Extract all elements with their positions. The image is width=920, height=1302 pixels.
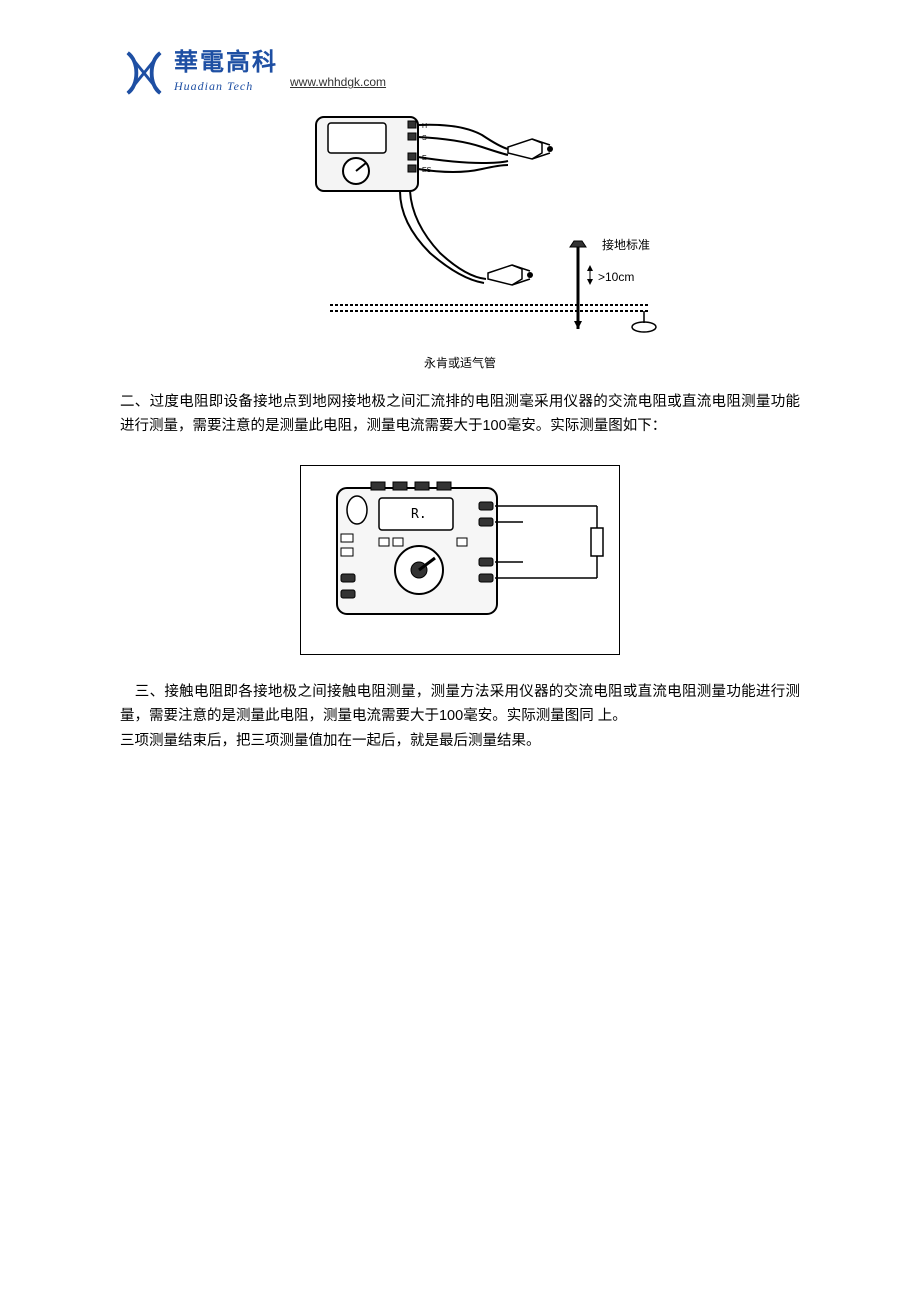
diagram-1-container: H S E ES — [120, 113, 800, 374]
paragraph-2: 三、接触电阻即各接地极之间接触电阻测量，测量方法采用仪器的交流电阻或直流电阻测量… — [120, 680, 800, 729]
diagram1-annotation-standard: 接地标准 — [602, 235, 650, 255]
diagram-2: R. — [300, 465, 620, 655]
logo-en-text: Huadian Tech — [174, 76, 278, 96]
logo-cn-text: 華電高科 — [174, 50, 278, 76]
logo-text: 華電高科 Huadian Tech — [174, 50, 278, 97]
page-header: 華電高科 Huadian Tech www.whhdgk.com — [120, 50, 800, 97]
site-url-link[interactable]: www.whhdgk.com — [290, 72, 386, 92]
paragraph-3: 三项测量结束后，把三项测量值加在一起后，就是最后测量结果。 — [120, 729, 800, 754]
svg-text:R.: R. — [411, 507, 427, 522]
diagram1-caption: 永肯或适气管 — [120, 353, 800, 373]
paragraph-1: 二、过度电阻即设备接地点到地网接地极之间汇流排的电阻测毫采用仪器的交流电阻或直流… — [120, 390, 800, 439]
diagram-2-container: R. — [120, 465, 800, 664]
svg-text:S: S — [422, 135, 427, 142]
diagram-1: H S E ES — [250, 113, 670, 343]
huadian-logo-icon — [120, 51, 168, 95]
diagram1-annotation-distance: >10cm — [598, 267, 634, 287]
logo-block: 華電高科 Huadian Tech — [120, 50, 278, 97]
